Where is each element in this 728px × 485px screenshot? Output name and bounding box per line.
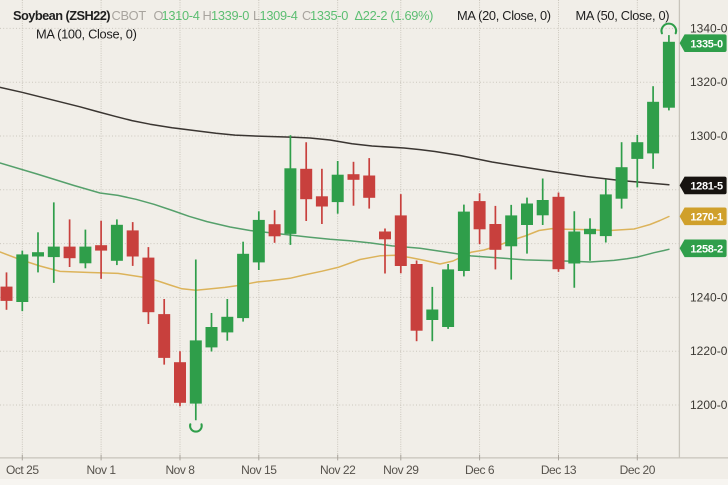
svg-text:1335-0: 1335-0 bbox=[690, 38, 723, 50]
svg-text:Nov 8: Nov 8 bbox=[165, 463, 195, 477]
svg-text:1339-0: 1339-0 bbox=[211, 8, 249, 23]
svg-text:Dec 6: Dec 6 bbox=[465, 463, 495, 477]
svg-text:1335-0: 1335-0 bbox=[310, 8, 348, 23]
svg-text:1270-1: 1270-1 bbox=[690, 212, 723, 224]
svg-text:Dec 20: Dec 20 bbox=[620, 463, 656, 477]
svg-text:1300-0: 1300-0 bbox=[690, 129, 728, 143]
svg-text:Dec 13: Dec 13 bbox=[541, 463, 577, 477]
svg-text:L: L bbox=[253, 8, 260, 23]
svg-text:Oct 25: Oct 25 bbox=[6, 463, 39, 477]
svg-text:Nov 15: Nov 15 bbox=[241, 463, 277, 477]
svg-text:1309-4: 1309-4 bbox=[260, 8, 298, 23]
svg-text:MA (50, Close, 0): MA (50, Close, 0) bbox=[576, 8, 670, 23]
svg-text:MA (20, Close, 0): MA (20, Close, 0) bbox=[457, 8, 551, 23]
svg-text:1320-0: 1320-0 bbox=[690, 75, 728, 89]
svg-text:O: O bbox=[154, 8, 164, 23]
svg-text:1340-0: 1340-0 bbox=[690, 21, 728, 35]
svg-text:1220-0: 1220-0 bbox=[690, 344, 728, 358]
svg-text:C: C bbox=[302, 8, 311, 23]
svg-text:Nov 22: Nov 22 bbox=[320, 463, 356, 477]
svg-text:Δ22-2 (1.69%): Δ22-2 (1.69%) bbox=[355, 8, 434, 23]
svg-text:1200-0: 1200-0 bbox=[690, 398, 728, 412]
svg-text:1310-4: 1310-4 bbox=[162, 8, 200, 23]
svg-text:Nov 29: Nov 29 bbox=[383, 463, 419, 477]
svg-text:Nov 1: Nov 1 bbox=[87, 463, 117, 477]
svg-text:Soybean (ZSH22): Soybean (ZSH22) bbox=[13, 8, 110, 23]
svg-text:MA (100, Close, 0): MA (100, Close, 0) bbox=[36, 27, 137, 42]
svg-text:H: H bbox=[203, 8, 212, 23]
svg-text:1281-5: 1281-5 bbox=[690, 181, 723, 193]
svg-text:1258-2: 1258-2 bbox=[690, 244, 723, 256]
svg-text:1240-0: 1240-0 bbox=[690, 290, 728, 304]
svg-text:CBOT: CBOT bbox=[112, 8, 147, 23]
